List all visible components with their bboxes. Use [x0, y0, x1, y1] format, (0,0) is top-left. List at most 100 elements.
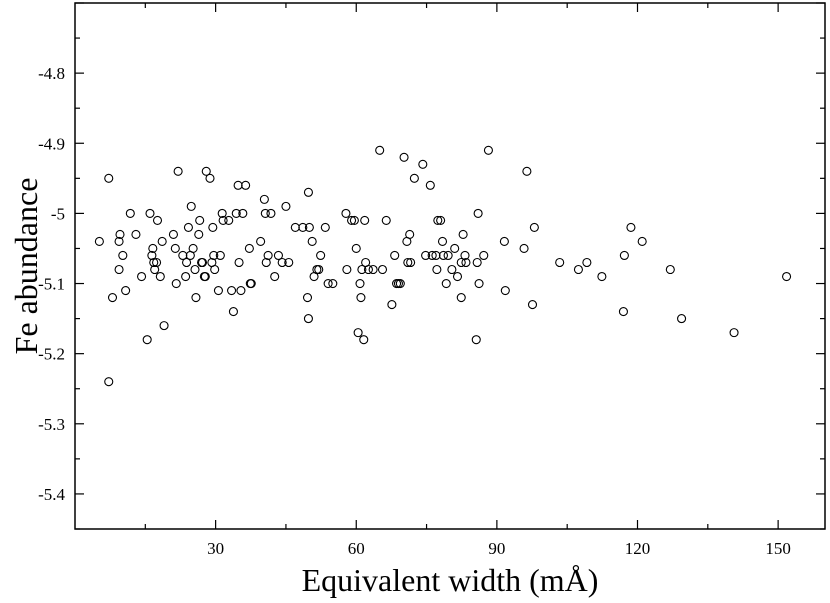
data-point: [302, 293, 313, 303]
data-point: [618, 307, 628, 317]
data-point: [121, 285, 131, 296]
data-point: [213, 285, 223, 296]
data-point: [210, 264, 220, 275]
data-point: [195, 215, 205, 225]
x-tick-label: 120: [625, 539, 651, 558]
data-point: [194, 229, 204, 239]
data-point: [284, 257, 294, 268]
data-point: [173, 166, 183, 176]
data-point: [270, 271, 280, 282]
data-point: [148, 243, 158, 254]
data-point: [314, 264, 324, 275]
data-point: [527, 300, 538, 310]
x-tick-label: 60: [348, 539, 365, 558]
data-point: [260, 208, 270, 218]
data-point: [619, 250, 629, 261]
data-point: [471, 335, 481, 345]
data-point: [626, 222, 636, 232]
data-point: [349, 215, 359, 225]
data-point: [171, 278, 181, 289]
data-point: [393, 278, 403, 289]
data-point: [182, 257, 192, 268]
data-point: [405, 229, 415, 239]
plot-frame: [74, 2, 826, 530]
data-point: [244, 243, 254, 254]
y-tick-label: -5.4: [38, 485, 65, 504]
data-point: [427, 250, 437, 261]
data-point: [403, 257, 413, 268]
data-point: [125, 208, 135, 218]
data-point: [555, 257, 565, 268]
data-points: [94, 145, 792, 387]
data-point: [456, 293, 466, 303]
data-point: [218, 215, 228, 225]
data-point: [637, 236, 647, 247]
data-point: [231, 208, 241, 218]
data-point: [436, 215, 446, 225]
data-point: [341, 208, 351, 218]
data-point: [499, 236, 509, 247]
data-point: [519, 243, 529, 254]
x-tick-label: 150: [765, 539, 791, 558]
data-point: [356, 293, 366, 303]
data-point: [450, 243, 460, 254]
data-point: [474, 278, 484, 289]
data-point: [303, 314, 313, 324]
data-point: [104, 173, 114, 183]
data-point: [142, 335, 152, 345]
data-point: [209, 250, 219, 261]
data-point: [246, 278, 256, 289]
data-point: [137, 271, 147, 282]
data-point: [409, 173, 419, 183]
data-point: [197, 257, 208, 268]
data-point: [582, 257, 592, 268]
data-point: [441, 278, 451, 289]
data-point: [183, 222, 193, 232]
data-point: [351, 243, 361, 254]
data-point: [168, 229, 178, 239]
data-point: [347, 215, 357, 225]
data-point: [227, 285, 237, 296]
data-point: [263, 250, 273, 261]
data-point: [355, 278, 365, 289]
data-point: [665, 264, 675, 275]
y-tick-label: -5.1: [38, 275, 65, 294]
y-tick-label: -5: [51, 204, 65, 223]
data-point: [377, 264, 388, 275]
data-point: [94, 236, 104, 247]
data-point: [357, 264, 367, 275]
data-point: [390, 250, 400, 261]
data-point: [236, 285, 246, 296]
data-point: [443, 250, 453, 261]
y-tick-label: -4.9: [38, 134, 65, 153]
data-point: [104, 377, 114, 387]
data-point: [381, 215, 391, 225]
data-point: [234, 257, 244, 268]
x-tick-label: 90: [488, 539, 505, 558]
data-point: [181, 271, 191, 282]
data-point: [241, 180, 251, 190]
data-point: [191, 293, 201, 303]
data-point: [307, 236, 317, 247]
data-point: [266, 208, 276, 218]
data-point: [360, 215, 370, 225]
data-point: [500, 285, 510, 296]
data-point: [456, 257, 466, 268]
data-point: [170, 243, 180, 254]
data-point: [152, 215, 163, 225]
data-point: [461, 257, 471, 268]
data-point: [149, 257, 159, 268]
data-point: [395, 278, 405, 289]
data-point: [233, 180, 243, 190]
data-point: [522, 166, 532, 176]
data-point: [399, 152, 409, 162]
y-tick-label: -5.2: [38, 345, 65, 364]
data-point: [114, 264, 124, 275]
data-point: [328, 278, 338, 289]
data-point: [387, 300, 397, 310]
data-point: [224, 215, 234, 225]
data-point: [115, 229, 125, 239]
data-point: [597, 271, 607, 282]
data-point: [421, 250, 431, 261]
data-point: [729, 328, 739, 338]
